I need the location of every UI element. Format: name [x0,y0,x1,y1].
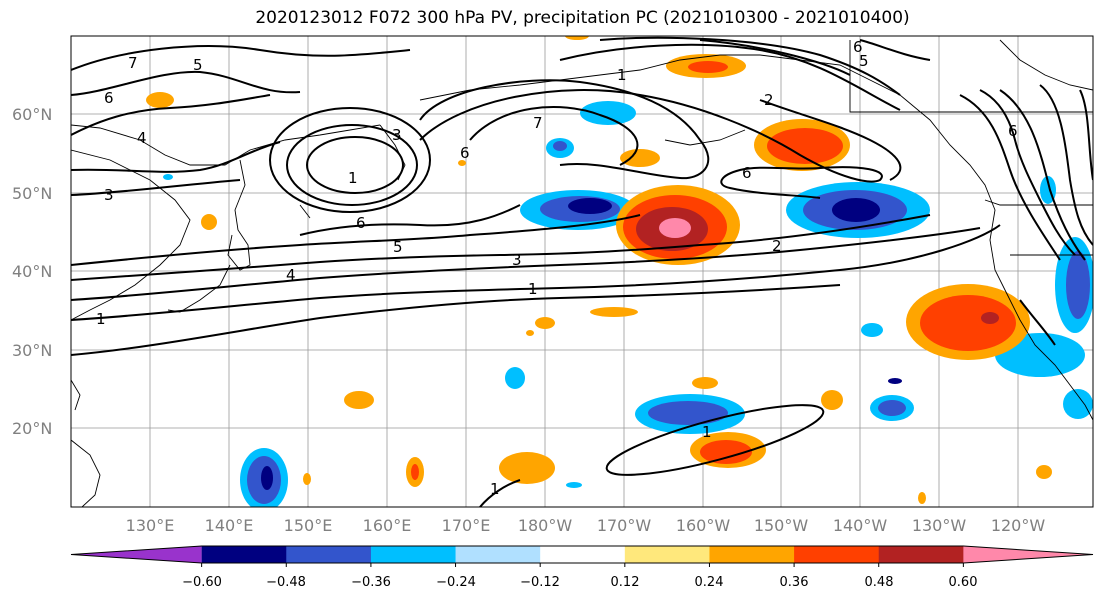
colorbar-tick-label: −0.24 [436,575,476,590]
colorbar-tick-label: 0.36 [780,575,809,590]
colorbar-segment [878,546,964,563]
colorbar-tick-label: −0.48 [266,575,306,590]
contour-label: 6 [104,89,114,107]
colorbar-segment [201,546,287,563]
colorbar-segment [370,546,457,563]
lat-label: 20°N [12,419,52,438]
colorbar-segment [794,546,880,563]
contour-label: 6 [742,164,752,182]
colorbar-segment [71,546,202,563]
contour-label: 5 [393,238,403,256]
contour-label: 7 [128,54,138,72]
lon-label: 180°W [518,516,573,535]
contour-label: 6 [460,144,470,162]
contour-label: 6 [356,214,366,232]
colorbar-segment [709,546,795,563]
contour-label: 2 [764,91,774,109]
contour-label: 1 [702,423,712,441]
contour-label: 5 [193,56,203,74]
pv-contours [71,36,1093,507]
lat-label: 50°N [12,184,52,203]
colorbar-tick-label: −0.36 [351,575,391,590]
colorbar-tick-label: 0.12 [611,575,640,590]
lon-label: 140°W [833,516,888,535]
map-panel [71,36,1093,507]
contour-label: 6 [853,38,863,56]
lon-label: 150°W [754,516,809,535]
contour-label: 5 [859,52,869,70]
contour-label: 6 [1008,122,1018,140]
lon-label: 160°E [363,516,412,535]
colorbar-segment [540,546,626,563]
colorbar: −0.60 −0.48 −0.36 −0.24 −0.12 0.12 0.24 … [70,545,1094,590]
colorbar-segment [963,546,1093,563]
lon-label: 130°E [126,516,175,535]
colorbar-tick-label: −0.60 [182,575,222,590]
lon-label: 150°E [284,516,333,535]
contour-label: 1 [96,310,106,328]
contour-label: 1 [490,480,500,498]
contour-label: 1 [348,169,358,187]
contour-label: 7 [533,114,543,132]
colorbar-tick-labels: −0.60 −0.48 −0.36 −0.24 −0.12 0.12 0.24 … [182,575,977,590]
lon-label: 170°W [597,516,652,535]
precip-negative-shading [163,101,1093,507]
lon-label: 140°E [205,516,254,535]
lon-label: 130°W [912,516,967,535]
coastlines [71,39,1093,507]
colorbar-tick-label: −0.12 [520,575,560,590]
contour-label: 3 [512,251,522,269]
lat-label: 60°N [12,105,52,124]
lon-label: 160°W [676,516,731,535]
contour-label: 4 [137,129,147,147]
colorbar-segments [70,545,1094,564]
graticule [71,36,1093,507]
pv-contour-labels: 7 5 6 4 3 1 6 5 4 1 3 7 6 3 1 2 6 6 5 2 … [96,38,1018,498]
colorbar-tick-label: 0.24 [695,575,724,590]
colorbar-ticks [201,563,964,567]
contour-label: 2 [772,237,782,255]
contour-label: 3 [392,126,402,144]
colorbar-tick-label: 0.60 [949,575,978,590]
contour-label: 1 [528,280,538,298]
map-frame [70,35,1094,508]
contour-label: 4 [286,266,296,284]
lat-label: 40°N [12,262,52,281]
lat-label: 30°N [12,341,52,360]
colorbar-segment [455,546,541,563]
precip-positive-shading [146,36,1052,504]
colorbar-tick-label: 0.48 [865,575,894,590]
contour-label: 1 [617,66,627,84]
longitude-labels: 130°E 140°E 150°E 160°E 170°E 180°W 170°… [126,516,1046,535]
colorbar-segment [624,546,710,563]
colorbar-segment [286,546,372,563]
latitude-labels: 60°N 50°N 40°N 30°N 20°N [12,105,52,438]
lon-label: 170°E [442,516,491,535]
contour-label: 3 [104,186,114,204]
lon-label: 120°W [991,516,1046,535]
map-title: 2020123012 F072 300 hPa PV, precipitatio… [255,8,910,28]
